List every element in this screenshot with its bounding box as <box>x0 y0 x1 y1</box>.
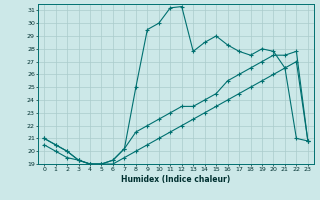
X-axis label: Humidex (Indice chaleur): Humidex (Indice chaleur) <box>121 175 231 184</box>
